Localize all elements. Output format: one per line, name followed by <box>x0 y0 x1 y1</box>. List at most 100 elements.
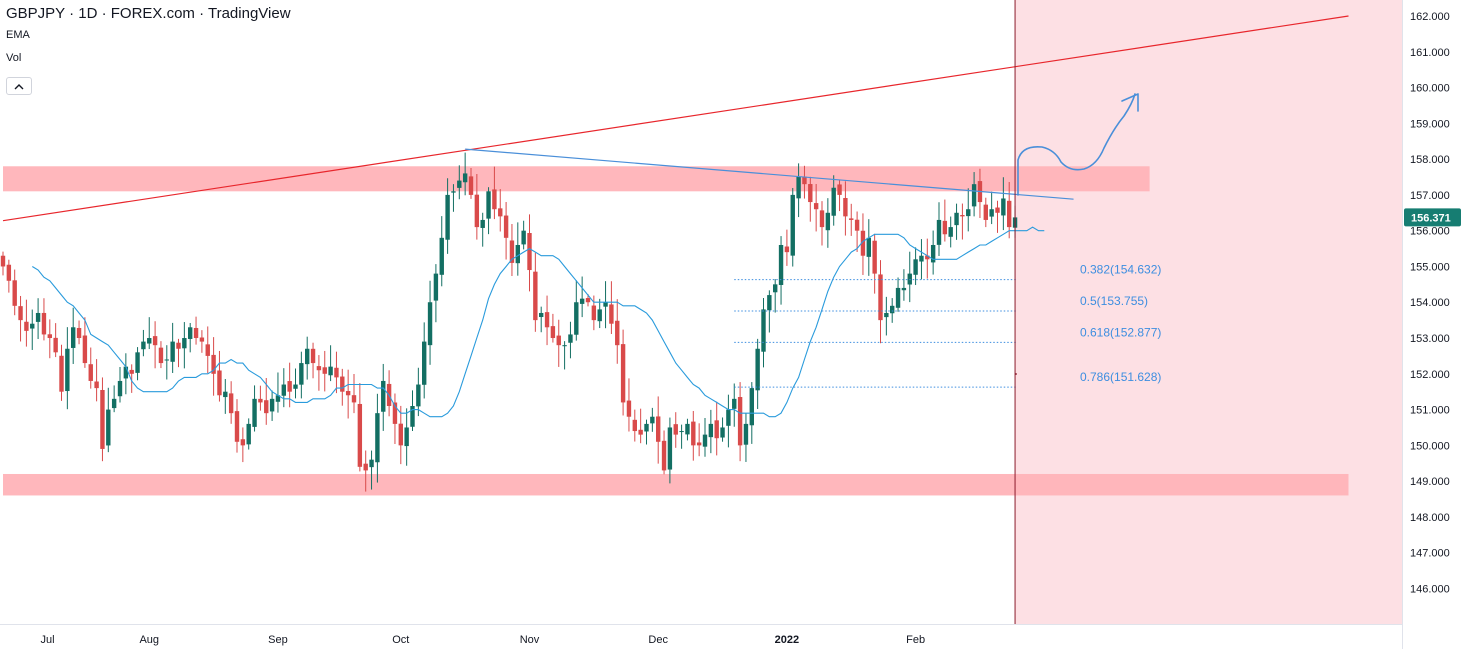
candle <box>486 187 491 235</box>
candle <box>6 259 12 293</box>
zone-1 <box>3 473 1349 496</box>
candle <box>123 353 129 395</box>
candle-body <box>609 304 614 324</box>
candle <box>989 191 994 225</box>
candle-body <box>188 327 193 339</box>
candle <box>708 409 714 454</box>
candle <box>24 299 29 347</box>
candle-body <box>217 370 222 396</box>
candle-body <box>714 420 719 439</box>
candle <box>410 390 415 432</box>
descending-trendline <box>465 148 1074 200</box>
candle <box>53 323 58 358</box>
candle <box>866 219 871 276</box>
candle-body <box>989 209 994 217</box>
candle <box>860 213 866 275</box>
indicator-vol-label[interactable]: Vol <box>6 52 22 64</box>
candle-body <box>784 246 790 253</box>
symbol-title[interactable]: GBPJPY · 1D · FOREX.com · TradingView <box>6 5 291 22</box>
candle-body <box>778 244 784 285</box>
candle-body <box>345 391 351 396</box>
time-tick-label: Jul <box>41 634 55 646</box>
candle-body <box>521 230 526 245</box>
candle <box>632 409 637 442</box>
legend-collapse-button[interactable] <box>6 77 32 95</box>
candle <box>345 369 351 419</box>
candle <box>849 203 854 236</box>
candle <box>702 418 708 457</box>
candle <box>784 229 790 266</box>
candle-body <box>158 347 164 364</box>
price-tick-label: 161.000 <box>1410 47 1450 59</box>
candle <box>357 383 363 472</box>
candle-body <box>12 280 17 306</box>
indicator-ema-label[interactable]: EMA <box>6 29 30 41</box>
candle-body <box>825 212 831 231</box>
candle-body <box>252 398 257 427</box>
candle <box>275 372 281 413</box>
candle-body <box>597 309 602 322</box>
candle-body <box>30 323 35 329</box>
candle-body <box>141 341 146 350</box>
candle <box>550 313 556 343</box>
candle-body <box>53 337 58 353</box>
candle-body <box>667 427 673 470</box>
candle-body <box>176 342 181 349</box>
candle-body <box>568 334 573 343</box>
candle <box>579 276 585 318</box>
candle-body <box>527 233 532 271</box>
candle-body <box>47 334 52 339</box>
candle <box>316 355 322 391</box>
candle <box>299 351 304 399</box>
candle <box>228 381 234 424</box>
candle <box>1007 181 1012 239</box>
candle <box>533 252 538 332</box>
candle-body <box>369 459 374 468</box>
candle-body <box>246 423 251 445</box>
candle-body <box>790 194 795 256</box>
candle <box>234 399 240 453</box>
fib-level-label: 0.382(154.632) <box>1080 263 1161 277</box>
candle-body <box>509 240 515 263</box>
candle-body <box>305 348 310 365</box>
candle <box>995 200 1000 233</box>
candle <box>585 293 591 307</box>
candle <box>685 418 690 441</box>
projection-arrowhead <box>1121 93 1139 112</box>
candle <box>246 418 251 450</box>
fib-level-label: 0.786(151.628) <box>1080 370 1161 384</box>
candle-body <box>486 191 491 219</box>
candle <box>667 417 673 484</box>
candle-body <box>480 219 485 228</box>
candle-body <box>673 424 678 435</box>
candle-body <box>884 312 889 318</box>
candle <box>334 351 339 394</box>
candle <box>644 419 649 445</box>
candle <box>135 347 140 381</box>
candle <box>983 197 988 228</box>
candle-body <box>287 381 292 392</box>
candle-body <box>930 244 936 263</box>
candle <box>252 385 257 432</box>
candle <box>369 450 374 490</box>
candle-body <box>211 354 216 374</box>
candle <box>796 163 801 218</box>
candle-body <box>310 348 316 364</box>
candle-body <box>515 244 520 264</box>
candle <box>462 152 468 196</box>
candle <box>696 423 702 457</box>
candle-body <box>65 348 70 392</box>
candle-body <box>743 423 749 445</box>
fib-level-label: 0.5(153.755) <box>1080 294 1148 308</box>
candle <box>351 373 357 414</box>
candle <box>269 390 275 421</box>
candle <box>111 385 117 413</box>
candle <box>258 385 263 411</box>
candle-body <box>123 366 129 379</box>
candle <box>650 407 655 432</box>
candle <box>509 224 515 277</box>
candle <box>656 396 661 464</box>
candle <box>930 230 936 275</box>
candle <box>492 166 497 220</box>
